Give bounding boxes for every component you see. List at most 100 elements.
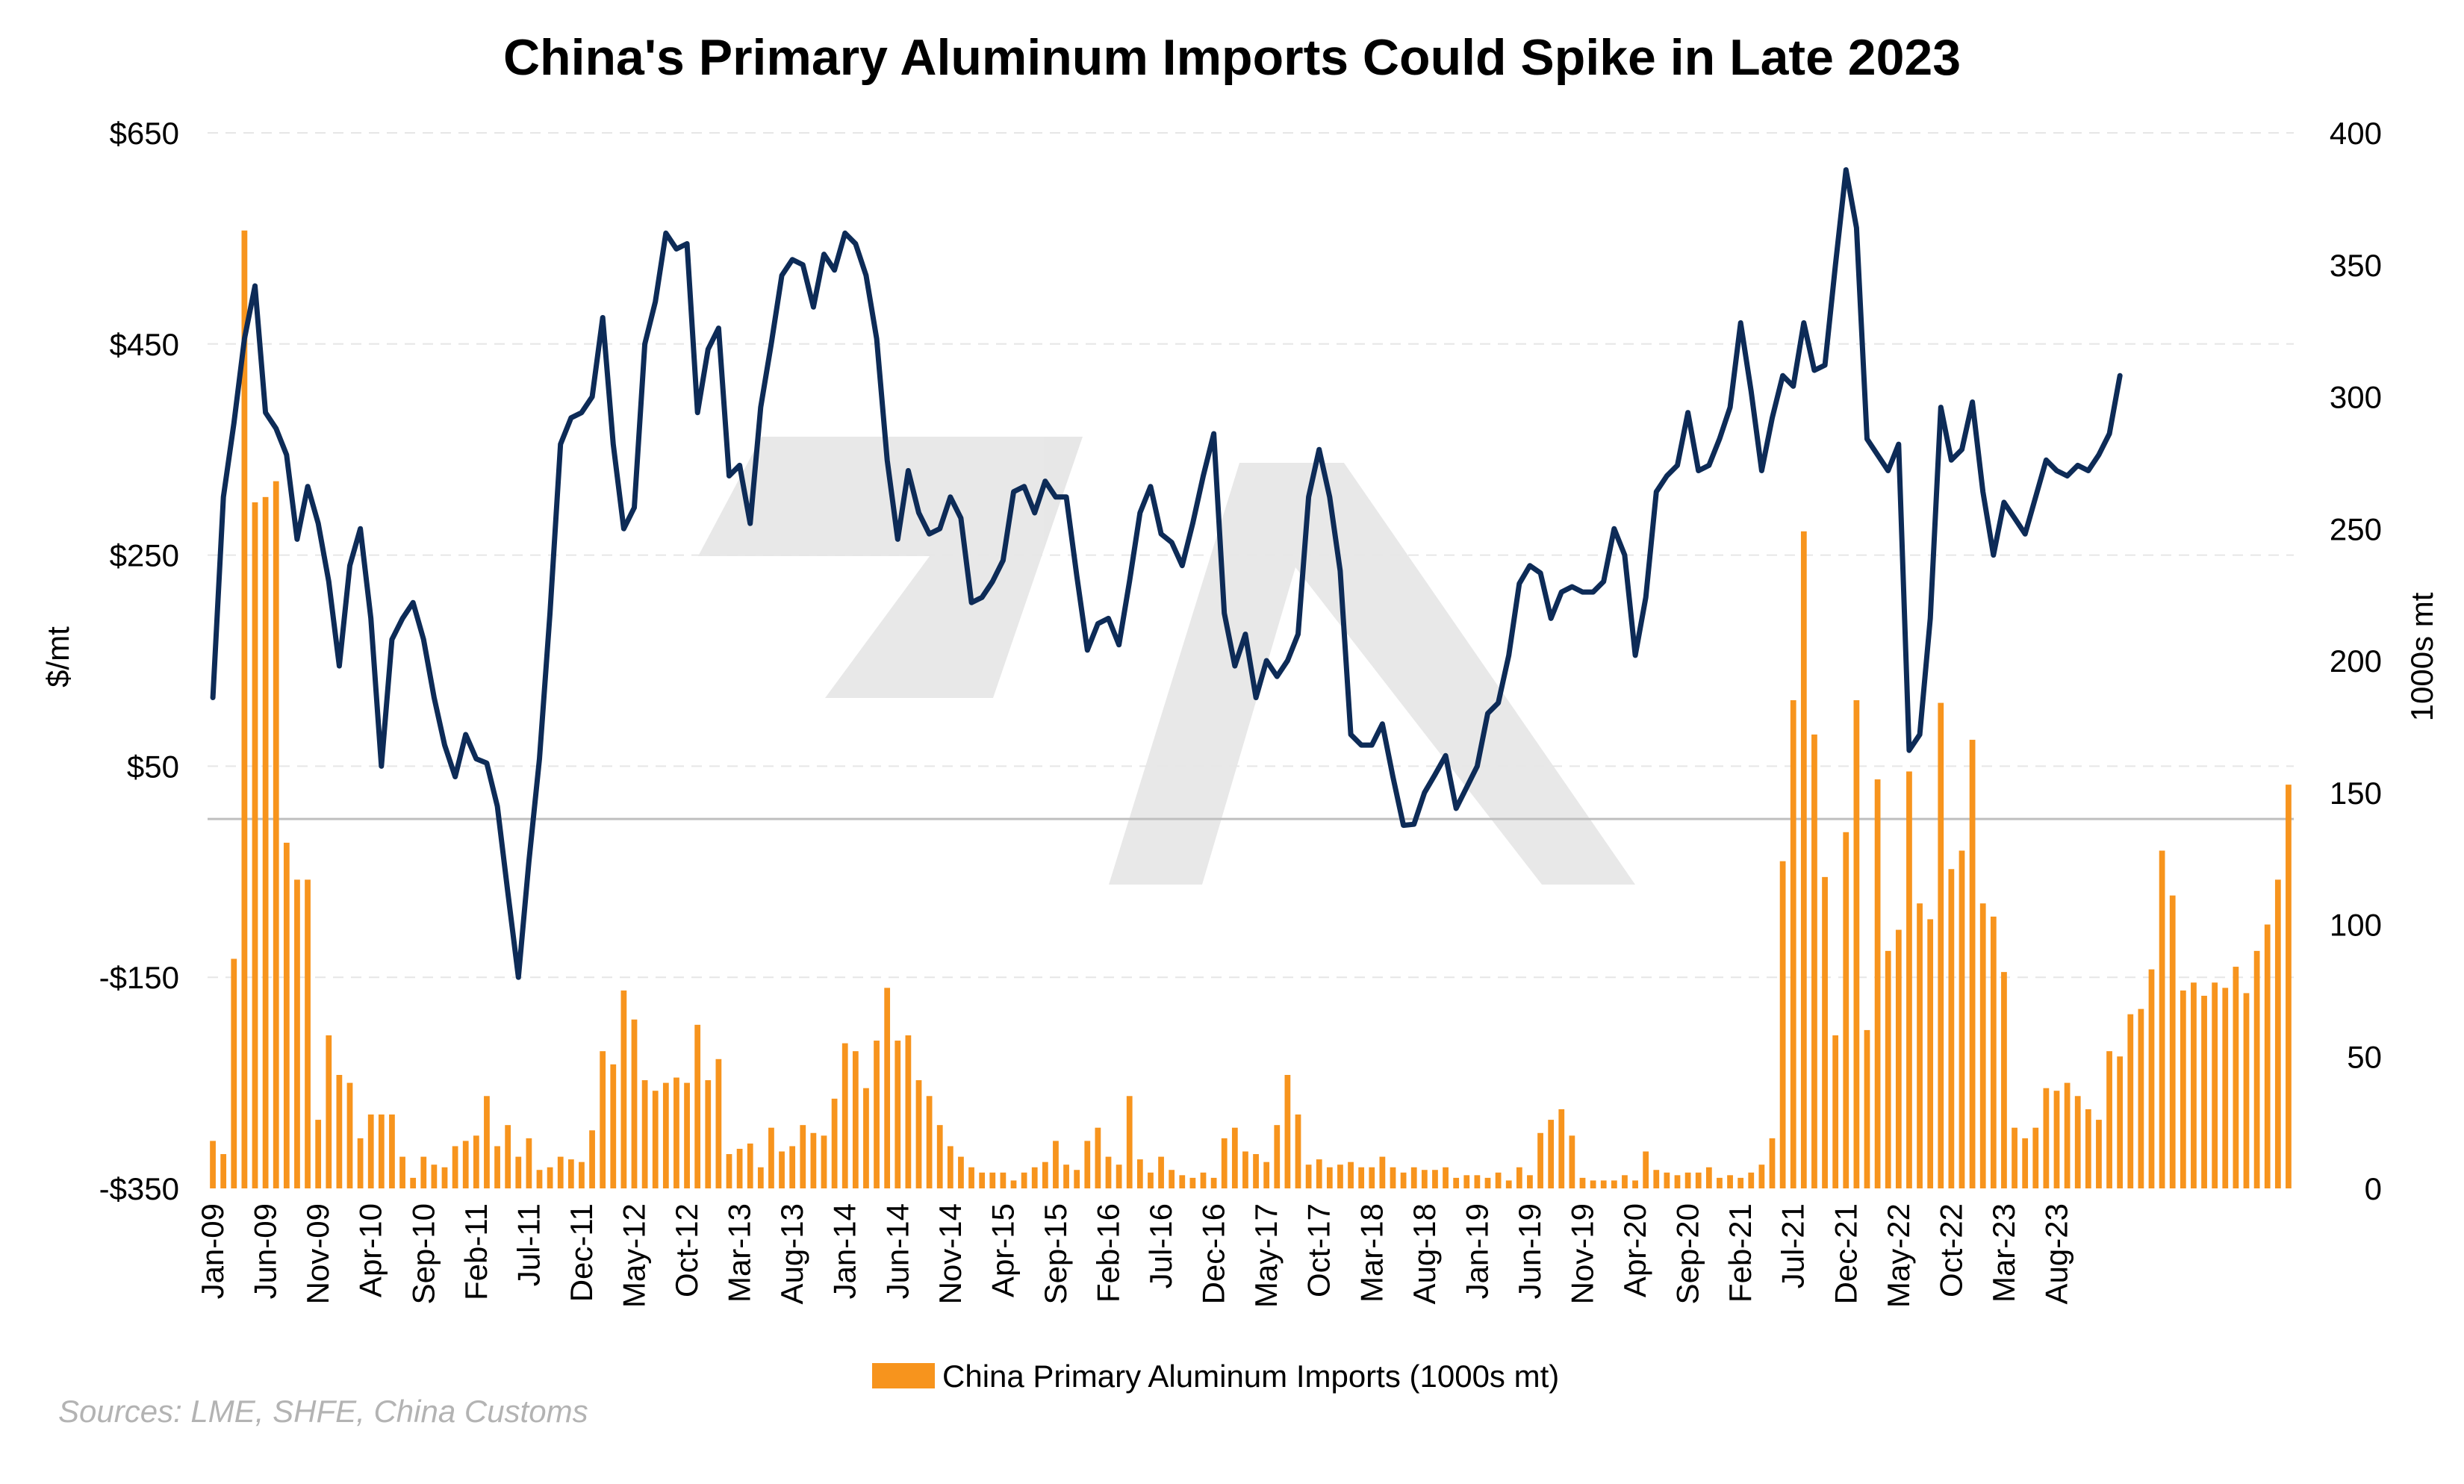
source-note: Sources: LME, SHFE, China Customs [58,1394,588,1429]
import-bar [958,1156,964,1188]
import-bar [1189,1177,1196,1188]
x-tick-label: Jan-09 [195,1203,230,1299]
import-bar [1653,1170,1660,1188]
import-bar [1390,1167,1396,1188]
import-bar [831,1098,838,1188]
import-bar [1927,919,1934,1188]
import-bar [1179,1175,1186,1188]
import-bar [1084,1141,1091,1188]
import-bar [2012,1127,2017,1188]
x-tick-label: Apr-10 [353,1203,388,1297]
import-bar [610,1064,617,1188]
import-bar [1210,1177,1217,1188]
import-bar [1569,1135,1575,1188]
watermark-logo [698,437,1635,885]
y-right-tick-label: 400 [2330,116,2382,151]
import-bar [2032,1127,2039,1188]
import-bar [989,1172,996,1188]
import-bar [726,1154,732,1188]
y-left-tick-label: $450 [110,327,179,362]
import-bar [884,988,891,1188]
import-bar [231,958,237,1188]
import-bar [1779,861,1786,1188]
import-bar [1874,779,1881,1188]
import-bar [1600,1180,1607,1188]
import-bar [1611,1180,1617,1188]
x-tick-label: Aug-18 [1407,1203,1442,1304]
import-bar [2064,1082,2071,1188]
import-bar [1727,1175,1733,1188]
import-bar [757,1167,764,1188]
import-bar [1558,1109,1565,1188]
left-axis: $650 $450 $250 $50 -$150 -$350 [99,116,179,1206]
x-tick-label: Jan-14 [827,1203,862,1299]
import-bar [252,502,258,1188]
x-tick-label: Jul-16 [1143,1203,1178,1288]
import-bar [336,1074,343,1188]
import-bars [210,230,2292,1188]
import-bar [841,1043,848,1188]
import-bar [1410,1167,1417,1188]
y-left-axis-label: $/mt [40,626,75,688]
import-bar [1748,1172,1755,1188]
import-bar [874,1041,880,1188]
import-bar [1632,1180,1638,1188]
import-bar [294,879,300,1188]
import-bar [1000,1172,1007,1188]
import-bar [1379,1156,1386,1188]
import-bar [652,1091,659,1188]
import-bar [1737,1177,1744,1188]
import-bar [800,1125,806,1188]
import-bar [1337,1165,1343,1188]
import-bar [389,1114,395,1188]
import-bar [2096,1120,2102,1188]
import-bar [1495,1172,1502,1188]
import-bar [1453,1177,1460,1188]
import-bar [2169,895,2176,1188]
x-tick-label: Oct-22 [1933,1203,1968,1297]
import-bar [1369,1167,1375,1188]
import-bar [515,1156,522,1188]
x-tick-label: Dec-21 [1828,1203,1863,1304]
y-right-tick-label: 0 [2365,1171,2382,1206]
import-bar [399,1156,405,1188]
import-bar [915,1080,922,1188]
import-bar [1917,903,1923,1188]
import-bar [1717,1177,1723,1188]
import-bar [1664,1172,1670,1188]
import-bar [1021,1172,1027,1188]
import-bar [1474,1175,1481,1188]
import-bar [1316,1159,1322,1188]
x-tick-label: Apr-15 [985,1203,1020,1297]
import-bar [947,1146,953,1188]
x-tick-label: Oct-17 [1301,1203,1337,1297]
price-spread-line [210,167,2123,980]
import-bar [2180,990,2186,1188]
import-bar [536,1170,543,1188]
import-bar [768,1127,774,1188]
x-tick-label: Jun-14 [880,1203,915,1299]
right-axis: 0 50 100 150 200 250 300 350 400 [2330,116,2382,1206]
import-bar [1832,1035,1839,1188]
import-bar [315,1120,322,1188]
import-bar [863,1088,869,1188]
import-bar [1622,1175,1628,1188]
import-bar [1769,1138,1776,1188]
import-bar [1400,1172,1407,1188]
x-tick-label: Feb-16 [1091,1203,1126,1303]
import-bar [1432,1170,1438,1188]
import-bar [1443,1167,1449,1188]
import-bar [1527,1175,1533,1188]
import-bar [852,1051,859,1188]
import-bar [357,1138,364,1188]
import-bar [262,496,269,1188]
import-bar [241,230,248,1188]
import-bar [2138,1008,2144,1188]
import-bar [905,1035,912,1188]
import-bar [1358,1167,1365,1188]
y-left-tick-label: $250 [110,538,179,573]
import-bar [2117,1056,2124,1188]
import-bar [2022,1138,2029,1188]
import-bar [1158,1156,1164,1188]
import-bar [2159,850,2165,1188]
